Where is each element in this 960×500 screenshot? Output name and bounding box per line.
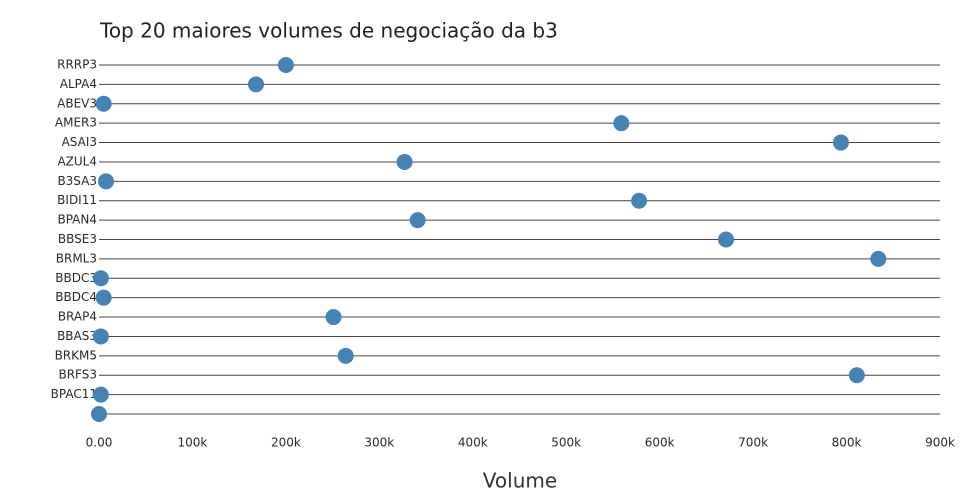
x-tick-label: 800k	[832, 436, 862, 450]
x-tick-label: 300k	[364, 436, 394, 450]
x-tick-label: 900k	[925, 436, 955, 450]
y-tick-label: BBAS3	[57, 329, 97, 343]
y-tick-label: BRML3	[56, 251, 97, 265]
dot	[92, 386, 109, 403]
y-tick-label: RRRP3	[57, 58, 97, 72]
y-tick-label: BRFS3	[58, 368, 97, 382]
dot	[95, 289, 112, 306]
x-tick-label: 500k	[551, 436, 581, 450]
x-tick-label: 200k	[271, 436, 301, 450]
dot	[613, 115, 630, 132]
dot	[98, 173, 115, 190]
x-tick-label: 100k	[178, 436, 208, 450]
y-tick-label: ABEV3	[57, 96, 97, 110]
chart-title: Top 20 maiores volumes de negociação da …	[99, 19, 558, 43]
y-tick-label: BBSE3	[58, 232, 97, 246]
dot	[95, 95, 112, 112]
dot	[92, 270, 109, 287]
dot	[337, 347, 354, 364]
x-tick-label: 600k	[645, 436, 675, 450]
x-tick-label: 0.00	[86, 436, 113, 450]
dot	[325, 309, 342, 326]
dot	[92, 328, 109, 345]
dot	[832, 134, 849, 151]
x-tick-label: 700k	[738, 436, 768, 450]
dot	[631, 192, 648, 209]
dot	[277, 57, 294, 73]
dot	[409, 212, 426, 229]
dot	[91, 406, 107, 422]
dot	[848, 367, 865, 384]
x-tick-label: 400k	[458, 436, 488, 450]
y-tick-label: AZUL4	[57, 154, 97, 168]
y-tick-label: ALPA4	[60, 77, 97, 91]
x-axis-title: Volume	[483, 469, 557, 493]
dot	[870, 250, 887, 267]
dot	[247, 76, 264, 93]
y-tick-label: BBDC3	[55, 271, 97, 285]
y-tick-label: BRKM5	[55, 348, 97, 362]
dot	[718, 231, 735, 248]
y-tick-label: AMER3	[55, 116, 97, 130]
dot	[396, 153, 413, 170]
y-tick-label: BIDI11	[57, 193, 97, 207]
y-tick-label: BPAC11	[51, 387, 97, 401]
y-tick-label: B3SA3	[57, 174, 97, 188]
y-tick-label: BRAP4	[58, 310, 97, 324]
y-tick-label: BBDC4	[55, 290, 97, 304]
y-tick-label: BPAN4	[57, 213, 97, 227]
y-tick-label: ASAI3	[62, 135, 97, 149]
